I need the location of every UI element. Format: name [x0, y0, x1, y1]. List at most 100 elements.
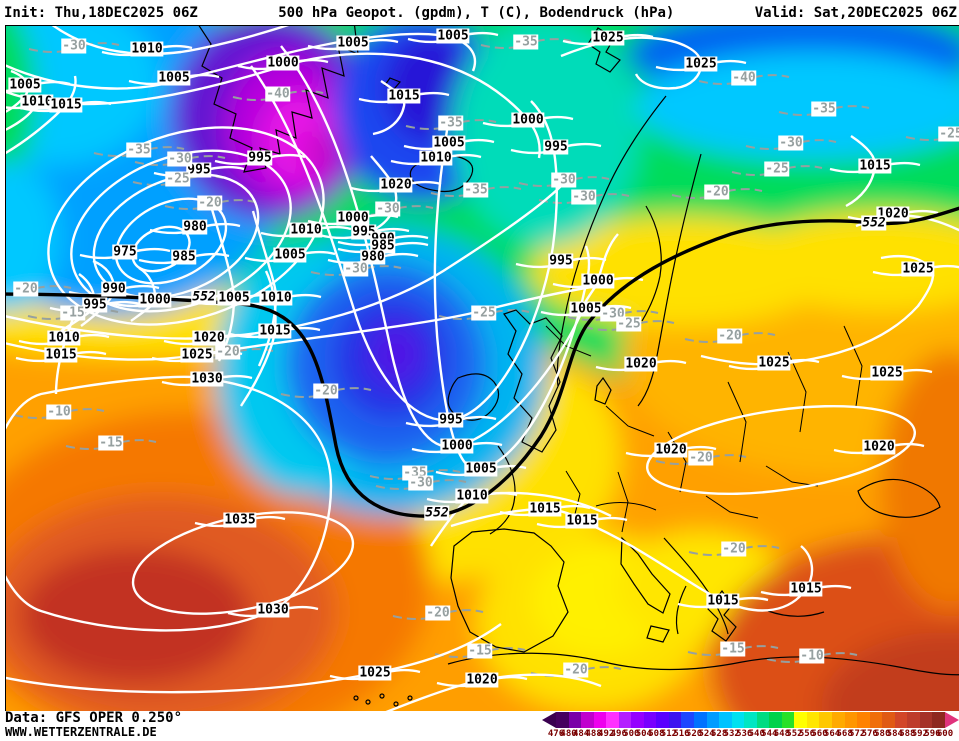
colorbar-tick-label: 520 — [685, 729, 703, 739]
colorbar-tick-label: 576 — [861, 729, 878, 739]
pressure-label: 1025 — [870, 365, 904, 381]
pressure-label: 1015 — [706, 593, 740, 609]
colorbar-tick-label: 592 — [911, 729, 929, 739]
init-datetime: Init: Thu,18DEC2025 06Z — [4, 4, 198, 21]
colorbar-tick-label: 492 — [598, 729, 615, 739]
pressure-label: 1005 — [273, 247, 307, 263]
colorbar-tick-label: 528 — [710, 729, 728, 739]
geopotential-label: 552 — [191, 289, 217, 305]
credits: Data: GFS OPER 0.250° WWW.WETTERZENTRALE… — [5, 711, 182, 739]
temperature-label: -25 — [616, 316, 642, 332]
pressure-label: 1010 — [419, 150, 453, 166]
pressure-label: 1000 — [138, 292, 172, 308]
colorbar-cell — [756, 712, 770, 728]
temperature-label: -35 — [513, 34, 539, 50]
pressure-label: 985 — [171, 249, 197, 265]
colorbar-cell — [907, 712, 920, 728]
pressure-label: 995 — [543, 139, 569, 155]
colorbar-cell — [919, 712, 933, 728]
temperature-label: -40 — [265, 86, 291, 102]
temperature-label: -30 — [343, 261, 369, 277]
colorbar-tick-label: 524 — [698, 729, 715, 739]
pressure-label: 1015 — [789, 581, 823, 597]
colorbar-tick-label: 552 — [786, 729, 803, 739]
colorbar-cells — [542, 712, 959, 728]
colorbar-tick-label: 548 — [773, 729, 790, 739]
colorbar-tick-label: 488 — [585, 729, 602, 739]
pressure-label: 1020 — [379, 177, 413, 193]
temperature-label: -20 — [717, 328, 743, 344]
pressure-label: 1010 — [455, 488, 489, 504]
pressure-label: 1010 — [130, 41, 164, 57]
temperature-label: -15 — [98, 435, 124, 451]
temperature-label: -20 — [425, 605, 451, 621]
temperature-label: -30 — [167, 151, 193, 167]
temperature-label: -25 — [165, 171, 191, 187]
colorbar-cell — [894, 712, 908, 728]
temperature-label: -35 — [811, 101, 837, 117]
temperature-label: -10 — [799, 648, 825, 664]
colorbar-tick-labels: 476 480 484 488 492 496 500 504 508 512 516 520 524 5… — [542, 729, 959, 740]
pressure-label: 1025 — [901, 261, 935, 277]
colorbar-tick-label: 480 — [560, 729, 577, 739]
colorbar-cell — [719, 712, 732, 728]
geopotential-552-line — [6, 206, 959, 518]
colorbar-cell — [668, 712, 682, 728]
pressure-label: 1015 — [858, 158, 892, 174]
pressure-label: 1015 — [565, 513, 599, 529]
pressure-label: 995 — [548, 253, 574, 269]
pressure-label: 1000 — [581, 273, 615, 289]
temperature-label: -30 — [61, 38, 87, 54]
pressure-label: 1025 — [358, 665, 392, 681]
pressure-label: 1020 — [192, 330, 226, 346]
valid-datetime: Valid: Sat,20DEC2025 06Z — [754, 4, 957, 21]
temperature-label: -15 — [720, 641, 746, 657]
pressure-label: 1015 — [258, 323, 292, 339]
map-label-layer: 1010 1005 1000 1005 1010 1015 995 995 980 975 985 1… — [6, 26, 959, 712]
pressure-label: 1015 — [387, 88, 421, 104]
temperature-label: -15 — [467, 643, 493, 659]
temperature-label: -35 — [126, 142, 152, 158]
data-source: Data: GFS OPER 0.250° — [5, 710, 183, 726]
colorbar-cell — [631, 712, 644, 728]
temperature-label: -35 — [438, 115, 464, 131]
colorbar-tick-label: 500 — [623, 729, 640, 739]
temperature-label: -20 — [215, 344, 241, 360]
pressure-label: 980 — [360, 249, 386, 265]
temperature-label: -20 — [721, 541, 747, 557]
pressure-label: 1015 — [44, 347, 78, 363]
colorbar-tick-label: 572 — [849, 729, 866, 739]
pressure-label: 1005 — [157, 70, 191, 86]
pressure-label: 1005 — [336, 35, 370, 51]
colorbar-tick-label: 556 — [798, 729, 816, 739]
pressure-label: 1025 — [180, 347, 214, 363]
pressure-label: 1020 — [862, 439, 896, 455]
height-colorbar: 476 480 484 488 492 496 500 504 508 512 516 520 524 5… — [542, 712, 959, 741]
pressure-label: 1000 — [440, 438, 474, 454]
pressure-label: 1020 — [654, 442, 688, 458]
colorbar-tick-label: 484 — [572, 729, 590, 739]
colorbar-tick-label: 544 — [761, 729, 778, 739]
website-url: WWW.WETTERZENTRALE.DE — [5, 725, 157, 739]
colorbar-tick-label: 508 — [648, 729, 665, 739]
temperature-label: -20 — [13, 281, 39, 297]
pressure-label: 1000 — [336, 210, 370, 226]
pressure-label: 1005 — [464, 461, 498, 477]
colorbar-cell — [819, 712, 833, 728]
pressure-label: 995 — [438, 412, 464, 428]
pressure-label: 1020 — [465, 672, 499, 688]
colorbar-tick-label: 532 — [723, 729, 740, 739]
colorbar-tick-label: 600 — [936, 729, 954, 739]
colorbar-cell — [844, 712, 858, 728]
map-area: 1010 1005 1000 1005 1010 1015 995 995 980 975 985 1… — [5, 25, 959, 714]
colorbar-cell — [606, 712, 619, 728]
geopotential-label: 552 — [424, 505, 450, 521]
pressure-label: 1010 — [289, 222, 323, 238]
temperature-label: -20 — [563, 662, 589, 678]
colorbar-tick-label: 540 — [748, 729, 765, 739]
temperature-label: -20 — [197, 195, 223, 211]
pressure-label: 1010 — [20, 94, 54, 110]
pressure-label: 1015 — [49, 97, 83, 113]
colorbar-cell — [581, 712, 594, 728]
